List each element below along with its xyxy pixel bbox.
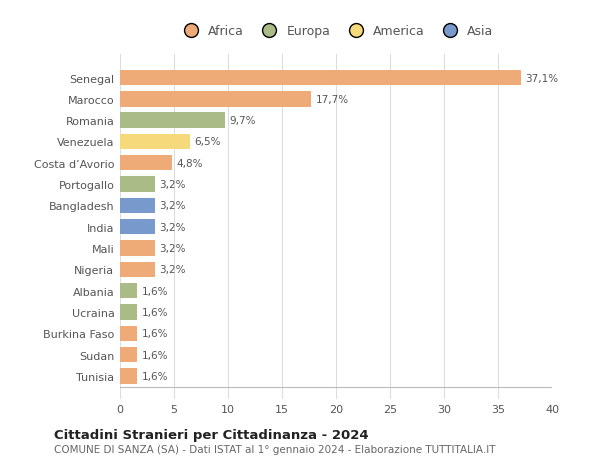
Text: 6,5%: 6,5% [194,137,221,147]
Text: 1,6%: 1,6% [142,350,168,360]
Text: 37,1%: 37,1% [525,73,558,84]
Bar [120,113,225,129]
Text: 17,7%: 17,7% [316,95,349,105]
Bar [120,262,155,277]
Text: 9,7%: 9,7% [229,116,256,126]
Text: 3,2%: 3,2% [159,222,185,232]
Bar [120,71,521,86]
Text: Cittadini Stranieri per Cittadinanza - 2024: Cittadini Stranieri per Cittadinanza - 2… [54,428,368,442]
Bar [120,326,137,341]
Bar [120,134,190,150]
Text: 4,8%: 4,8% [176,158,203,168]
Text: 3,2%: 3,2% [159,179,185,190]
Bar [120,177,155,192]
Bar [120,283,137,299]
Bar [120,156,172,171]
Text: 1,6%: 1,6% [142,329,168,338]
Bar [120,347,137,363]
Bar [120,305,137,320]
Text: 3,2%: 3,2% [159,243,185,253]
Text: 3,2%: 3,2% [159,201,185,211]
Bar [120,219,155,235]
Bar [120,198,155,213]
Text: 1,6%: 1,6% [142,307,168,317]
Text: 1,6%: 1,6% [142,286,168,296]
Bar [120,241,155,256]
Text: 3,2%: 3,2% [159,265,185,275]
Bar [120,369,137,384]
Bar [120,92,311,107]
Text: COMUNE DI SANZA (SA) - Dati ISTAT al 1° gennaio 2024 - Elaborazione TUTTITALIA.I: COMUNE DI SANZA (SA) - Dati ISTAT al 1° … [54,444,496,454]
Legend: Africa, Europa, America, Asia: Africa, Europa, America, Asia [173,20,499,43]
Text: 1,6%: 1,6% [142,371,168,381]
